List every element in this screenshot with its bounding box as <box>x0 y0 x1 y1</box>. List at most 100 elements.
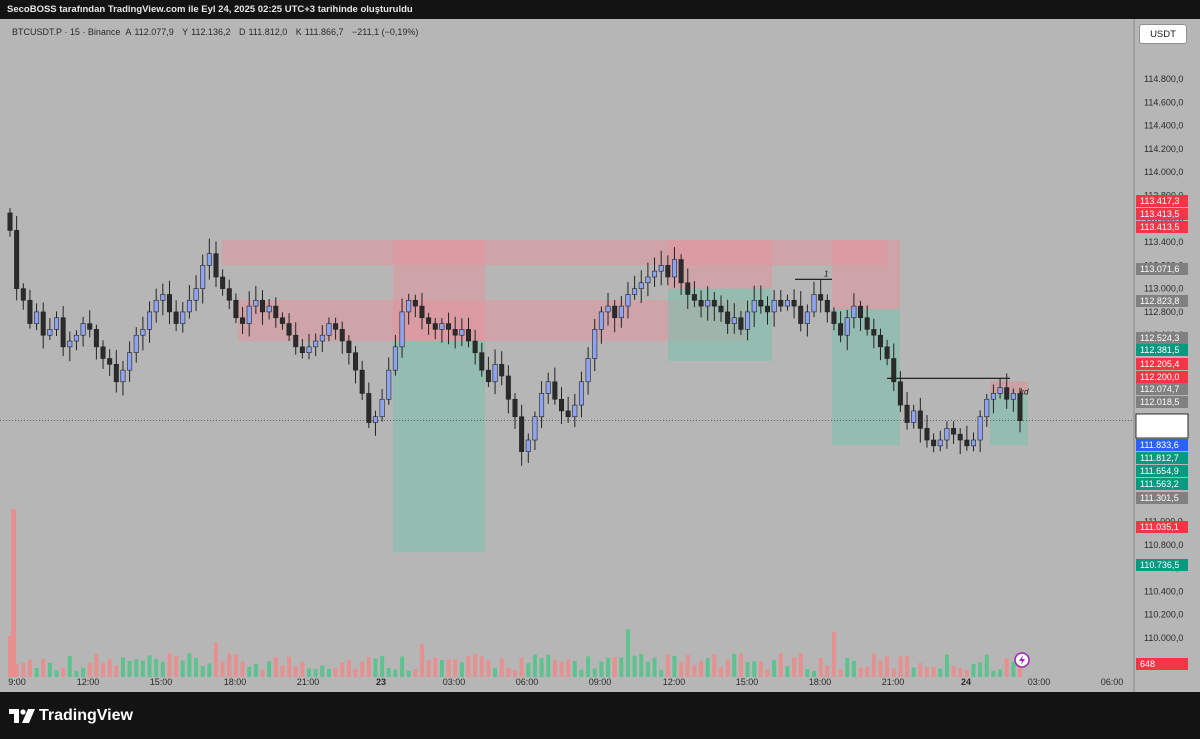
candle-body <box>924 428 930 441</box>
price-tag <box>1136 371 1188 383</box>
volume-bar <box>47 662 52 677</box>
candle-body <box>871 329 877 336</box>
volume-bar <box>752 661 757 677</box>
candle-body <box>858 305 864 319</box>
volume-bar <box>426 660 431 677</box>
volume-bar <box>114 665 119 677</box>
volume-bar <box>825 665 830 677</box>
volume-bar <box>207 663 212 677</box>
candle-body <box>266 305 272 313</box>
volume-bar <box>692 664 697 677</box>
volume-bar <box>380 656 385 677</box>
volume-bar <box>1011 661 1016 677</box>
candle-body <box>877 334 883 348</box>
price-tag <box>1136 208 1188 220</box>
tradingview-logo[interactable]: TradingView <box>9 707 133 725</box>
volume-bar <box>307 668 312 677</box>
volume-bar <box>619 657 624 677</box>
price-tag <box>1136 478 1188 490</box>
candle-body <box>818 294 824 301</box>
ohlc-change: −211,1 (−0,19%) <box>351 27 419 37</box>
candle-body <box>459 329 465 336</box>
volume-bar <box>951 666 956 677</box>
candle-body <box>67 340 73 348</box>
lightning-icon <box>1019 655 1025 665</box>
y-axis-tick-label: 113.000,0 <box>1144 284 1183 294</box>
volume-bar <box>154 658 159 677</box>
candle-body <box>565 410 571 418</box>
price-tag <box>1136 344 1188 356</box>
candle-body <box>532 416 538 441</box>
candle-body <box>645 276 651 284</box>
candle-body <box>592 329 598 359</box>
volume-bar <box>134 659 139 677</box>
candle-body <box>831 311 837 324</box>
price-tag <box>1136 263 1188 275</box>
candle-body <box>525 439 531 452</box>
symbol-name[interactable]: BTCUSDT.P · 15 · Binance <box>12 27 121 37</box>
volume-bar <box>652 657 657 677</box>
volume-bar <box>87 663 92 677</box>
candle-body <box>618 305 624 319</box>
candle-body <box>625 294 631 307</box>
price-tag-label: 112.524,3 <box>1140 333 1179 343</box>
candle-body <box>931 439 937 447</box>
x-axis-tick-label: 24 <box>961 677 971 687</box>
volume-bar <box>938 668 943 677</box>
price-tag-label: 113.071,6 <box>1140 264 1179 274</box>
candle-body <box>34 311 40 324</box>
candle-body <box>253 299 259 307</box>
price-tag-label: 111.301,5 <box>1140 493 1179 503</box>
candle-body <box>984 398 990 418</box>
candle-body <box>585 358 591 383</box>
volume-bar <box>267 661 272 677</box>
volume-bar <box>659 669 664 677</box>
volume-bar <box>971 663 976 677</box>
volume-bar <box>167 653 172 677</box>
candle-body <box>638 282 644 289</box>
volume-bar <box>107 659 112 677</box>
candle-body <box>399 311 405 348</box>
brand-name: TradingView <box>39 707 133 724</box>
price-tag-label: 113.413,5 <box>1140 209 1179 219</box>
volume-bar <box>612 656 617 677</box>
price-tag <box>1136 439 1188 451</box>
volume-bar <box>805 669 810 677</box>
candle-body <box>1017 393 1023 421</box>
volume-bar <box>74 670 79 677</box>
volume-bar <box>526 663 531 677</box>
symbol-legend: BTCUSDT.P · 15 · Binance A 112.077,9 Y 112… <box>12 27 421 37</box>
candle-body <box>193 288 199 301</box>
candle-body <box>705 299 711 307</box>
volume-bar <box>792 657 797 677</box>
volume-bar <box>845 657 850 677</box>
price-tag-label: 111.833,6 <box>1140 440 1179 450</box>
ohlc-low: D 111.812,0 <box>239 27 288 37</box>
candle-body <box>47 329 53 336</box>
currency-selector[interactable]: USDT <box>1139 24 1187 44</box>
volume-bar <box>180 660 185 677</box>
volume-bar-spike <box>11 509 16 677</box>
chart-area[interactable]: 1 kd 114.800,0 114.600,0 114.400,0 114.200,0 1… <box>0 19 1200 692</box>
candle-body <box>977 416 983 441</box>
volume-bar <box>320 665 325 677</box>
candle-body <box>160 294 166 301</box>
x-axis-tick-label: 18:00 <box>224 677 247 687</box>
volume-bar <box>586 656 591 677</box>
chart-attribution: SecoBOSS tarafından TradingView.com ile … <box>0 0 1200 19</box>
volume-bar <box>386 667 391 677</box>
x-axis-tick-label: 12:00 <box>663 677 686 687</box>
candle-body <box>798 305 804 324</box>
candle-body <box>259 299 265 313</box>
candle-body <box>897 381 903 406</box>
price-chart[interactable]: 1 kd 114.800,0 114.600,0 114.400,0 114.200,0 1… <box>0 19 1200 692</box>
candle-body <box>419 305 425 319</box>
volume-bar <box>851 660 856 677</box>
zone-target-3 <box>668 288 772 361</box>
volume-bar <box>798 653 803 677</box>
price-tag <box>1136 383 1188 395</box>
volume-bar <box>260 669 265 677</box>
candle-body <box>180 311 186 324</box>
x-axis-tick-label: 21:00 <box>297 677 320 687</box>
candle-body <box>957 433 963 441</box>
